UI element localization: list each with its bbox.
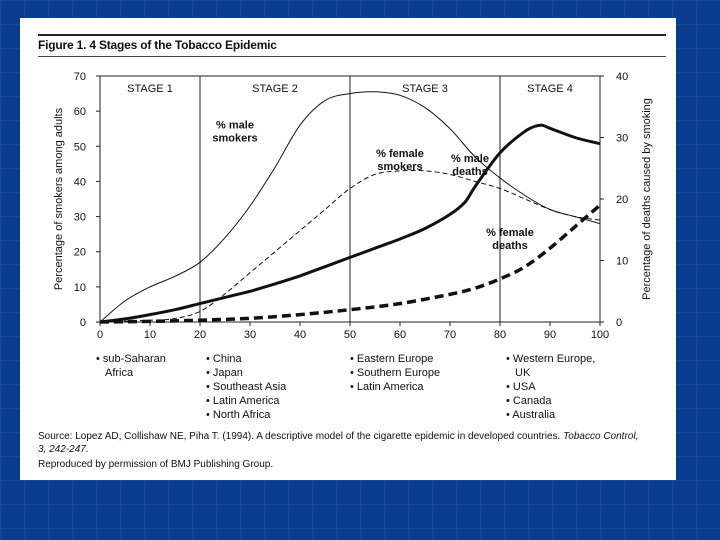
stage-label: STAGE 4 — [527, 83, 573, 95]
source-citation: Source: Lopez AD, Collishaw NE, Piha T. … — [38, 430, 668, 456]
figure-top-rule — [38, 34, 666, 36]
regions-stage-4: • Western Europe, UK • USA • Canada • Au… — [506, 352, 595, 422]
x-tick-label: 100 — [591, 329, 609, 341]
region-item: Africa — [105, 367, 134, 379]
figure-title-rule — [38, 56, 666, 57]
x-tick-label: 70 — [444, 329, 456, 341]
y-tick-label: 40 — [74, 176, 86, 188]
y-tick-label: 70 — [74, 71, 86, 83]
x-tick-label: 10 — [144, 329, 156, 341]
x-tick-label: 90 — [544, 329, 556, 341]
series-label: smokers — [212, 133, 257, 145]
source-text: Source: Lopez AD, Collishaw NE, Piha T. … — [38, 431, 564, 442]
y2-tick-label: 40 — [616, 71, 628, 83]
series-line-0 — [99, 91, 601, 323]
series-line-1 — [99, 169, 601, 323]
x-tick-label: 30 — [244, 329, 256, 341]
region-item: • Japan — [206, 367, 243, 379]
source-volume: 3, 242-247. — [38, 444, 89, 455]
regions-stage-1: • sub-Saharan Africa — [96, 352, 166, 380]
y-tick-label: 30 — [74, 212, 86, 224]
figure-panel: Figure 1. 4 Stages of the Tobacco Epidem… — [20, 18, 676, 480]
y-tick-label: 0 — [80, 317, 86, 329]
x-tick-label: 50 — [344, 329, 356, 341]
x-tick-label: 20 — [194, 329, 206, 341]
series-label: smokers — [377, 161, 422, 173]
region-item: • Canada — [506, 395, 552, 407]
y-tick-label: 50 — [74, 141, 86, 153]
region-item: • China — [206, 353, 242, 365]
series-label: % male — [216, 120, 254, 132]
series-label: deaths — [492, 240, 527, 252]
y-tick-label: 60 — [74, 106, 86, 118]
region-item: • Western Europe, — [506, 353, 596, 365]
region-item: • Latin America — [350, 381, 424, 393]
region-item: • North Africa — [206, 409, 271, 421]
series-label: deaths — [452, 166, 487, 178]
series-label: % male — [451, 153, 489, 165]
source-journal: Tobacco Control, — [563, 431, 639, 442]
region-item: • Eastern Europe — [350, 353, 434, 365]
reproduced-note: Reproduced by permission of BMJ Publishi… — [38, 459, 274, 470]
y-tick-label: 20 — [74, 247, 86, 259]
series-label: % female — [486, 227, 534, 239]
x-tick-label: 0 — [97, 329, 103, 341]
x-tick-label: 40 — [294, 329, 306, 341]
region-item: • USA — [506, 381, 536, 393]
region-item: • Southeast Asia — [206, 381, 287, 393]
y2-tick-label: 0 — [616, 317, 622, 329]
y2-tick-label: 10 — [616, 256, 628, 268]
region-item: • sub-Saharan — [96, 353, 166, 365]
y-axis-label: Percentage of smokers among adults — [53, 107, 65, 290]
regions-stage-2: • China • Japan • Southeast Asia • Latin… — [206, 352, 286, 422]
x-tick-label: 60 — [394, 329, 406, 341]
regions-stage-3: • Eastern Europe • Southern Europe • Lat… — [350, 352, 440, 394]
series-line-3 — [99, 203, 602, 324]
region-item: • Southern Europe — [350, 367, 441, 379]
stage-label: STAGE 3 — [402, 83, 448, 95]
stage-label: STAGE 2 — [252, 83, 298, 95]
region-item: UK — [515, 367, 531, 379]
x-tick-label: 80 — [494, 329, 506, 341]
y2-tick-label: 20 — [616, 194, 628, 206]
series-label: % female — [376, 148, 424, 160]
y-tick-label: 10 — [74, 282, 86, 294]
stage-label: STAGE 1 — [127, 83, 173, 95]
tobacco-epidemic-chart: STAGE 1 STAGE 2 STAGE 3 STAGE 4 0 10 20 30 40 50 6… — [53, 71, 653, 341]
y2-axis-label: Percentage of deaths caused by smoking — [641, 98, 653, 300]
figure-source: Source: Lopez AD, Collishaw NE, Piha T. … — [38, 430, 668, 471]
region-item: • Australia — [506, 409, 556, 421]
series-line-2 — [99, 123, 601, 324]
region-item: • Latin America — [206, 395, 280, 407]
y2-tick-label: 30 — [616, 133, 628, 145]
figure-title: Figure 1. 4 Stages of the Tobacco Epidem… — [38, 38, 277, 52]
